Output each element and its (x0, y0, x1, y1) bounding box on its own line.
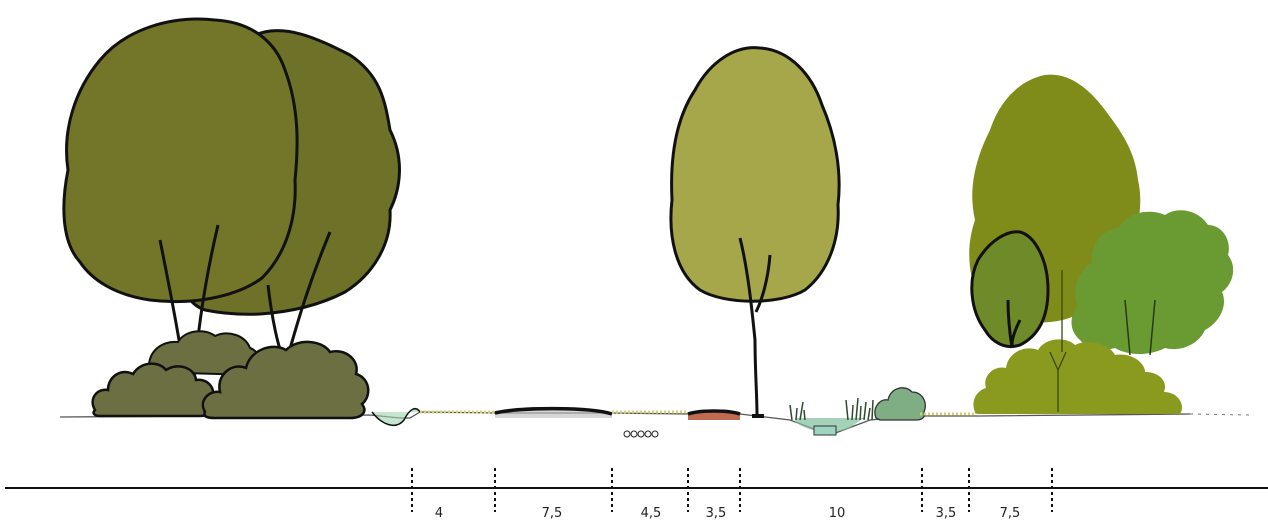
reeds (789, 397, 874, 421)
ditch-shrub (874, 387, 926, 421)
right-small-tree-trunk (1006, 299, 1022, 349)
middle-tree-trunk (738, 237, 772, 417)
drain-stones (623, 430, 659, 438)
shrub-left (91, 362, 215, 418)
shrub-right (201, 340, 370, 420)
right-leafy-tree-branches (1124, 299, 1156, 356)
right-hedge-stem (1049, 270, 1067, 412)
right-hedge (973, 339, 1183, 414)
ditch-culvert (813, 425, 837, 436)
left-ditch (371, 407, 421, 427)
dimension-label: 7,5 (1000, 506, 1021, 521)
dimension-label: 3,5 (706, 506, 727, 521)
dimension-label: 4 (435, 506, 443, 521)
water-ditch (789, 387, 926, 436)
dimension-label: 4,5 (641, 506, 662, 521)
big-tree-front-crown (62, 17, 299, 304)
road-asphalt (494, 406, 613, 416)
right-small-tree-crown (970, 230, 1050, 348)
dimension-label: 3,5 (936, 506, 957, 521)
dimension-label: 10 (829, 506, 846, 521)
middle-tree-crown (669, 46, 841, 303)
dimension-label: 7,5 (542, 506, 563, 521)
middle-tree (669, 46, 841, 418)
ground-dash (1189, 413, 1251, 416)
left-tree-group (62, 17, 401, 420)
right-tree-group (969, 74, 1234, 414)
ditch-water (795, 418, 865, 433)
cycle-path-edge (687, 409, 741, 416)
big-tree-trunk (158, 224, 332, 413)
dimension-ticks (411, 468, 1053, 512)
right-leafy-tree-crown (1071, 210, 1234, 354)
